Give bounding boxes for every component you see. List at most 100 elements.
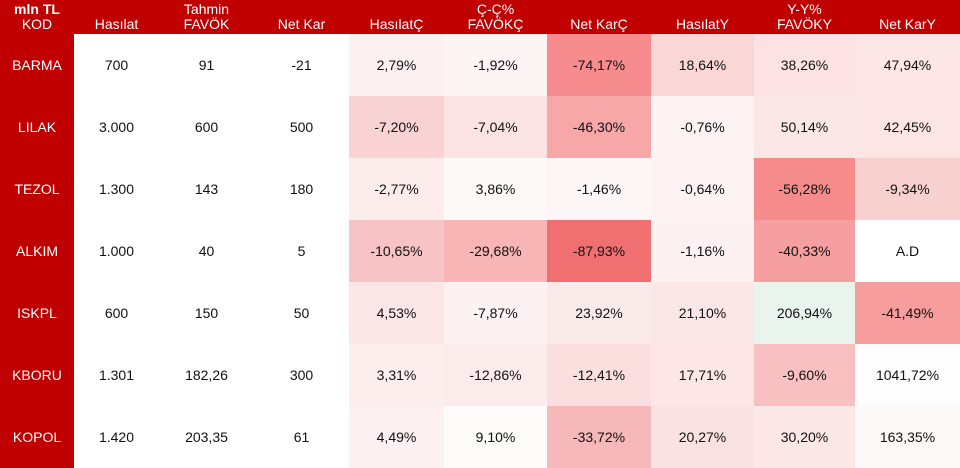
table-row: ISKPL 600 150 50 4,53% -7,87% 23,92% 21,10% 206,… — [0, 282, 960, 344]
forecast-value-cell: 180 — [254, 158, 349, 220]
change-percent-cell: 9,10% — [444, 406, 547, 468]
column-group-label: Tahmin — [183, 1, 230, 17]
forecast-value-cell: 1.300 — [74, 158, 159, 220]
column-group-label — [254, 2, 349, 17]
change-percent-cell: 20,27% — [651, 406, 754, 468]
corner-header: mln TL KOD — [0, 0, 74, 34]
column-label: Net KarÇ — [570, 16, 628, 32]
stock-code: TEZOL — [0, 158, 74, 220]
forecast-value-cell: 1.301 — [74, 344, 159, 406]
column-header-1: Hasılat — [74, 0, 159, 34]
change-percent-cell: -12,41% — [547, 344, 651, 406]
change-percent-cell: 23,92% — [547, 282, 651, 344]
forecast-value-cell: 143 — [159, 158, 254, 220]
change-percent-cell: 17,71% — [651, 344, 754, 406]
change-percent-cell: 2,79% — [349, 34, 444, 96]
forecast-value-cell: 1.000 — [74, 220, 159, 282]
change-percent-cell: 3,86% — [444, 158, 547, 220]
change-percent-cell: 30,20% — [754, 406, 855, 468]
column-label: FAVÖK — [183, 16, 230, 32]
forecast-value-cell: 50 — [254, 282, 349, 344]
column-label: HasılatY — [676, 16, 729, 32]
stock-code: ALKIM — [0, 220, 74, 282]
stock-code: LILAK — [0, 96, 74, 158]
change-percent-cell: 42,45% — [855, 96, 960, 158]
header-row: mln TL KOD Hasılat Tahmin FAVÖK Net Kar Ha… — [0, 0, 960, 34]
forecast-value-cell: 500 — [254, 96, 349, 158]
change-percent-cell: -0,76% — [651, 96, 754, 158]
table-row: KBORU 1.301 182,26 300 3,31% -12,86% -12,41% 17… — [0, 344, 960, 406]
change-percent-cell: -9,60% — [754, 344, 855, 406]
change-percent-cell: -10,65% — [349, 220, 444, 282]
change-percent-cell: -40,33% — [754, 220, 855, 282]
change-percent-cell: -1,92% — [444, 34, 547, 96]
forecast-value-cell: 91 — [159, 34, 254, 96]
forecast-value-cell: 600 — [159, 96, 254, 158]
table-row: BARMA 700 91 -21 2,79% -1,92% -74,17% 18,64% 38,… — [0, 34, 960, 96]
change-percent-cell: 206,94% — [754, 282, 855, 344]
change-percent-cell: 1041,72% — [855, 344, 960, 406]
column-header-8: Y-Y% FAVÖKY — [754, 0, 855, 34]
table-row: TEZOL 1.300 143 180 -2,77% 3,86% -1,46% -0,64% -… — [0, 158, 960, 220]
change-percent-cell: A.D — [855, 220, 960, 282]
column-group-label — [855, 2, 960, 17]
column-group-label — [349, 2, 444, 17]
change-percent-cell: -1,46% — [547, 158, 651, 220]
column-label: FAVÖKÇ — [467, 16, 524, 32]
column-group-label — [74, 2, 159, 17]
change-percent-cell: -33,72% — [547, 406, 651, 468]
column-header-6: Net KarÇ — [547, 0, 651, 34]
forecast-value-cell: 600 — [74, 282, 159, 344]
change-percent-cell: 4,53% — [349, 282, 444, 344]
forecast-value-cell: 61 — [254, 406, 349, 468]
change-percent-cell: -56,28% — [754, 158, 855, 220]
code-column-label: KOD — [21, 16, 53, 32]
change-percent-cell: -2,77% — [349, 158, 444, 220]
stock-code: ISKPL — [0, 282, 74, 344]
column-header-5: Ç-Ç% FAVÖKÇ — [444, 0, 547, 34]
change-percent-cell: 38,26% — [754, 34, 855, 96]
stock-code: BARMA — [0, 34, 74, 96]
column-header-7: HasılatY — [651, 0, 754, 34]
column-group-label: Ç-Ç% — [476, 1, 515, 17]
table-row: KOPOL 1.420 203,35 61 4,49% 9,10% -33,72% 20,27… — [0, 406, 960, 468]
change-percent-cell: -7,20% — [349, 96, 444, 158]
change-percent-cell: -7,04% — [444, 96, 547, 158]
change-percent-cell: -74,17% — [547, 34, 651, 96]
table-row: LILAK 3.000 600 500 -7,20% -7,04% -46,30% -0,76… — [0, 96, 960, 158]
change-percent-cell: 47,94% — [855, 34, 960, 96]
change-percent-cell: 50,14% — [754, 96, 855, 158]
forecast-value-cell: 3.000 — [74, 96, 159, 158]
column-group-label — [547, 2, 651, 17]
column-group-label — [651, 2, 754, 17]
unit-label: mln TL — [14, 1, 60, 17]
forecast-value-cell: 40 — [159, 220, 254, 282]
forecast-value-cell: 1.420 — [74, 406, 159, 468]
table-header: mln TL KOD Hasılat Tahmin FAVÖK Net Kar Ha… — [0, 0, 960, 34]
stock-code: KOPOL — [0, 406, 74, 468]
column-header-2: Tahmin FAVÖK — [159, 0, 254, 34]
forecast-value-cell: 300 — [254, 344, 349, 406]
change-percent-cell: -7,87% — [444, 282, 547, 344]
column-label: HasılatÇ — [369, 16, 424, 32]
forecast-value-cell: 203,35 — [159, 406, 254, 468]
column-header-4: HasılatÇ — [349, 0, 444, 34]
forecast-value-cell: -21 — [254, 34, 349, 96]
change-percent-cell: -9,34% — [855, 158, 960, 220]
change-percent-cell: -0,64% — [651, 158, 754, 220]
change-percent-cell: 18,64% — [651, 34, 754, 96]
change-percent-cell: -12,86% — [444, 344, 547, 406]
change-percent-cell: -41,49% — [855, 282, 960, 344]
change-percent-cell: -29,68% — [444, 220, 547, 282]
forecast-value-cell: 700 — [74, 34, 159, 96]
change-percent-cell: 163,35% — [855, 406, 960, 468]
column-header-9: Net KarY — [855, 0, 960, 34]
table-body: BARMA 700 91 -21 2,79% -1,92% -74,17% 18,64% 38,… — [0, 34, 960, 468]
forecast-value-cell: 182,26 — [159, 344, 254, 406]
stock-code: KBORU — [0, 344, 74, 406]
change-percent-cell: 4,49% — [349, 406, 444, 468]
column-header-3: Net Kar — [254, 0, 349, 34]
column-label: Net Kar — [277, 16, 326, 32]
change-percent-cell: 3,31% — [349, 344, 444, 406]
